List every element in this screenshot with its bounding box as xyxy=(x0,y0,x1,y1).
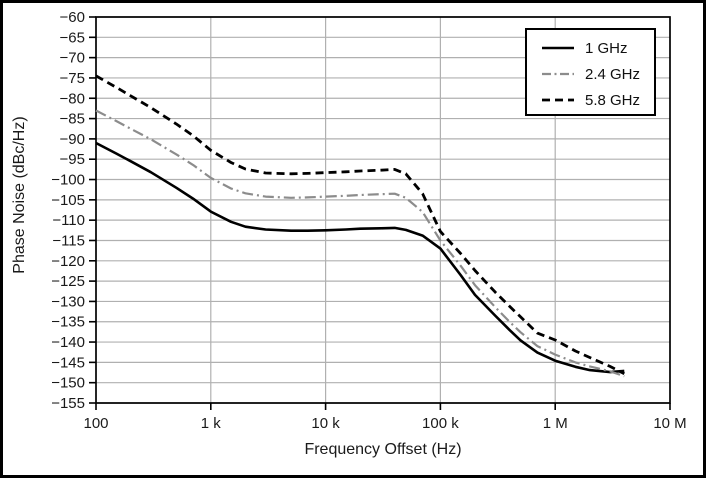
series-line-5-8-ghz xyxy=(95,74,625,375)
legend-label-2_4ghz: 2.4 GHz xyxy=(585,65,641,83)
legend-swatch-dashed-icon xyxy=(542,98,574,102)
legend-swatch-solid-icon xyxy=(542,46,574,50)
x-tick-label: 10 k xyxy=(311,415,340,432)
y-tick-label: −115 xyxy=(52,232,85,249)
y-tick-label: −65 xyxy=(60,29,85,46)
series-line-2-4-ghz xyxy=(95,109,625,378)
legend-label-5_8ghz: 5.8 GHz xyxy=(585,91,641,109)
y-tick-label: −105 xyxy=(51,192,85,209)
legend-item-5_8ghz: 5.8 GHz xyxy=(541,87,654,113)
x-tick-label: 100 xyxy=(83,415,108,432)
y-tick-label: −120 xyxy=(51,253,85,270)
y-tick-label: −95 xyxy=(60,151,85,168)
y-tick-label: −130 xyxy=(51,293,85,310)
y-tick-label: −75 xyxy=(60,70,85,87)
y-tick-label: −80 xyxy=(60,90,85,107)
y-tick-label: −100 xyxy=(51,172,85,189)
legend-swatch-dashdot-icon xyxy=(542,72,574,76)
y-axis-title: Phase Noise (dBc/Hz) xyxy=(11,116,28,274)
y-tick-label: −150 xyxy=(51,375,85,392)
legend-label-1ghz: 1 GHz xyxy=(585,39,628,57)
y-tick-label: −125 xyxy=(51,273,85,290)
y-tick-label: −140 xyxy=(51,334,85,351)
legend-box: 1 GHz 2.4 GHz 5.8 GHz xyxy=(525,28,656,116)
legend-item-2_4ghz: 2.4 GHz xyxy=(541,61,654,87)
y-tick-label: −85 xyxy=(60,111,85,128)
y-tick-label: −90 xyxy=(60,131,85,148)
y-tick-label: −155 xyxy=(51,395,85,412)
y-tick-label: −70 xyxy=(60,50,85,67)
y-tick-label: −135 xyxy=(51,314,85,331)
phase-noise-chart: −60 −65 −70 −75 −80 −85 −90 −95 −100 −105 −110 −115… xyxy=(51,9,686,432)
y-tick-label: −110 xyxy=(52,212,85,229)
x-tick-label: 1 k xyxy=(201,415,222,432)
x-tick-label: 10 M xyxy=(653,415,686,432)
series-line-1-ghz xyxy=(95,141,625,374)
y-tick-label: −145 xyxy=(51,354,85,371)
y-tick-label: −60 xyxy=(60,9,85,26)
legend-item-1ghz: 1 GHz xyxy=(541,35,654,61)
x-tick-label: 1 M xyxy=(543,415,568,432)
plot-frame xyxy=(95,16,671,404)
x-tick-label: 100 k xyxy=(422,415,459,432)
x-axis-title: Frequency Offset (Hz) xyxy=(304,441,462,458)
